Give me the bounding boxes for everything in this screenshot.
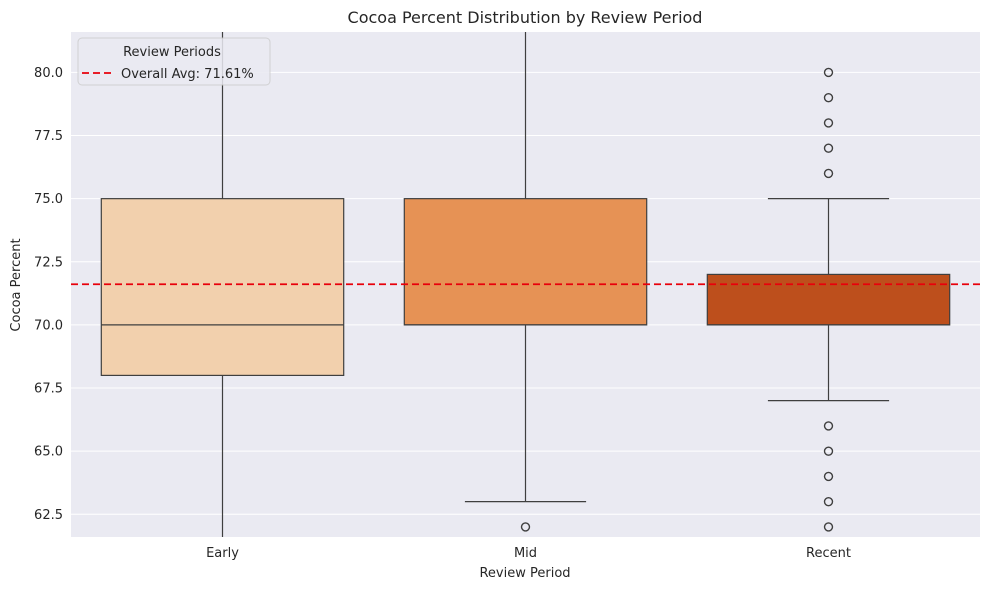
- outlier-point: [823, 446, 834, 456]
- box-body: [403, 198, 648, 326]
- outlier-point: [520, 522, 531, 532]
- y-tick-label: 72.5: [34, 255, 63, 270]
- legend: Review Periods Overall Avg: 71.61%: [77, 37, 271, 86]
- chart-title: Cocoa Percent Distribution by Review Per…: [348, 8, 703, 27]
- y-tick-label: 62.5: [34, 508, 63, 523]
- box-recent: [706, 67, 951, 532]
- outlier-point: [823, 496, 834, 507]
- x-axis-label: Review Period: [479, 566, 570, 581]
- x-tick-label: Mid: [514, 546, 537, 561]
- outlier-point: [823, 67, 834, 78]
- y-tick-label: 77.5: [34, 129, 63, 144]
- box-body: [706, 273, 951, 326]
- outlier-point: [823, 471, 834, 482]
- box-body: [100, 198, 345, 376]
- outlier-point: [823, 168, 834, 179]
- boxes-layer: [100, 32, 951, 537]
- legend-title: Review Periods: [123, 45, 221, 60]
- legend-entry-label: Overall Avg: 71.61%: [121, 67, 254, 82]
- outlier-point: [823, 92, 834, 103]
- y-tick-label: 67.5: [34, 382, 63, 397]
- x-axis-ticks: Early Mid Recent: [206, 546, 851, 561]
- y-axis-label: Cocoa Percent: [9, 238, 24, 331]
- legend-box: [77, 37, 271, 86]
- outlier-point: [823, 118, 834, 128]
- y-axis-ticks: 62.5 65.0 67.5 70.0 72.5 75.0 77.5 80.0: [34, 66, 63, 523]
- outlier-point: [823, 143, 834, 153]
- box-mid: [403, 32, 648, 532]
- y-tick-label: 70.0: [34, 318, 63, 333]
- x-tick-label: Early: [206, 546, 239, 561]
- outlier-point: [823, 421, 834, 431]
- box-early: [100, 32, 345, 537]
- outlier-point: [823, 522, 834, 532]
- x-tick-label: Recent: [806, 546, 851, 561]
- y-tick-label: 75.0: [34, 192, 63, 207]
- y-tick-label: 65.0: [34, 445, 63, 460]
- y-tick-label: 80.0: [34, 66, 63, 81]
